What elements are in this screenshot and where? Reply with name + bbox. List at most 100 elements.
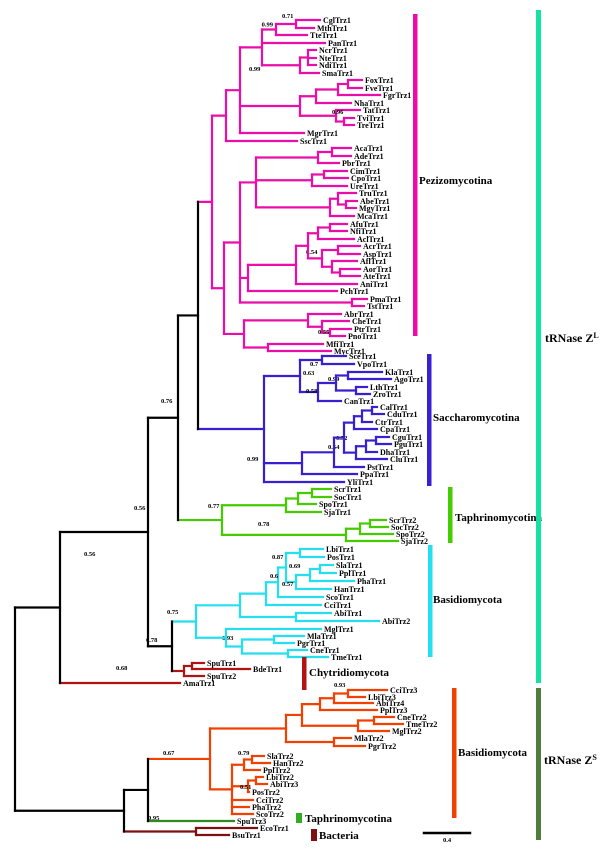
taxon-label: ZroTrz1 xyxy=(373,390,402,399)
support-value: 0.56 xyxy=(134,505,146,512)
taxon-label: NfiTrz1 xyxy=(350,227,377,236)
support-value: 0.93 xyxy=(334,682,346,689)
clade-label: Basidiomycota xyxy=(458,747,528,759)
taxon-label: CneTrz1 xyxy=(310,646,340,655)
support-value: 0.78 xyxy=(146,637,158,644)
taxon-label: AdeTrz1 xyxy=(354,152,384,161)
taxon-label: AcrTrz1 xyxy=(363,242,392,251)
support-value: 0.71 xyxy=(282,13,293,20)
taxon-label: SpuTrz2 xyxy=(207,672,236,681)
support-value: 0.7 xyxy=(310,361,319,368)
taxon-label: SscTrz1 xyxy=(300,137,327,146)
taxon-label: CneTrz2 xyxy=(397,713,427,722)
taxon-label: MthTrz1 xyxy=(317,24,348,33)
taxon-label: PstTrz1 xyxy=(367,463,394,472)
support-value: 0.87 xyxy=(272,554,284,561)
support-value: 0.79 xyxy=(238,750,250,757)
taxon-label: BdeTrz1 xyxy=(253,665,282,674)
taxon-label: SlaTrz1 xyxy=(336,561,363,570)
support-value: 0.55 xyxy=(318,329,330,336)
support-value: 0.63 xyxy=(303,370,315,377)
taxon-label: AbiTrz4 xyxy=(376,699,404,708)
taxon-label: UreTrz1 xyxy=(350,182,379,191)
taxon-label: HanTrz1 xyxy=(334,585,365,594)
taxon-label: MgyTrz1 xyxy=(359,204,390,213)
taxon-label: TstTrz1 xyxy=(367,302,393,311)
taxon-label: NcrTrz1 xyxy=(319,46,348,55)
taxon-label: PpaTrz1 xyxy=(360,470,389,479)
taxon-label: TreTrz1 xyxy=(357,121,385,130)
taxon-label: TviTrz1 xyxy=(357,114,384,123)
taxon-label: CciTrz1 xyxy=(324,601,351,610)
taxon-label: PmaTrz1 xyxy=(370,295,401,304)
support-value: 0.56 xyxy=(84,551,96,558)
support-value: 0.69 xyxy=(289,563,301,570)
support-value: 0.54 xyxy=(306,249,318,256)
taxon-label: FveTrz1 xyxy=(365,84,393,93)
taxon-label: SjaTrz2 xyxy=(401,537,428,546)
taxon-label: PosTrz1 xyxy=(327,553,355,562)
taxon-label: TatTrz1 xyxy=(363,106,390,115)
taxon-label: AclTrz1 xyxy=(357,235,384,244)
clade-bar xyxy=(413,14,418,336)
support-value: 0.68 xyxy=(116,665,128,672)
support-value: 0.99 xyxy=(328,376,340,383)
taxon-label: PplTrz1 xyxy=(339,569,366,578)
taxon-label: AteTrz1 xyxy=(363,272,391,281)
taxon-label: ScrTrz2 xyxy=(389,516,416,525)
taxon-label: TruTrz1 xyxy=(359,189,388,198)
support-value: 0.6 xyxy=(270,573,279,580)
taxon-label: CpaTrz1 xyxy=(380,425,410,434)
support-value: 0.76 xyxy=(161,398,173,405)
taxon-label: YliTrz1 xyxy=(347,478,373,487)
clade-label: Pezizomycotina xyxy=(419,175,493,187)
clade-bar xyxy=(427,354,432,486)
clade-label: Saccharomycotina xyxy=(433,412,520,424)
taxon-label: PbrTrz1 xyxy=(342,159,371,168)
support-value: 0.99 xyxy=(247,456,259,463)
taxon-label: MycTrz1 xyxy=(334,347,365,356)
taxon-label: CciTrz2 xyxy=(256,796,283,805)
support-value: 0.67 xyxy=(163,750,175,757)
taxon-label: PplTrz3 xyxy=(380,706,407,715)
taxon-label: PnoTrz1 xyxy=(348,332,377,341)
taxon-label: AmaTrz1 xyxy=(183,679,215,688)
support-value: 0.95 xyxy=(148,815,160,822)
clade-label: Taphrinomycotina xyxy=(455,512,543,524)
support-value: 0.77 xyxy=(208,503,220,510)
taxon-label: MlaTrz1 xyxy=(307,632,337,641)
taxon-label: CluTrz1 xyxy=(390,455,418,464)
support-value: 0.78 xyxy=(258,521,270,528)
form-bar xyxy=(536,10,541,683)
taxon-label: CanTrz1 xyxy=(344,397,374,406)
taxon-label: HanTrz2 xyxy=(273,759,304,768)
taxon-label: CguTrz1 xyxy=(392,433,422,442)
clade-bar xyxy=(448,487,453,543)
taxon-label: EcoTrz1 xyxy=(260,824,289,833)
clade-bar xyxy=(452,688,457,818)
taxon-label: AbiTrz3 xyxy=(270,780,298,789)
taxon-label: PtrTrz1 xyxy=(354,325,381,334)
taxon-label: CtrTrz1 xyxy=(375,418,403,427)
taxon-label: ScoTrz1 xyxy=(326,593,354,602)
clade-label: Basidiomycota xyxy=(433,594,503,606)
support-value: 0.96 xyxy=(332,109,344,116)
clade-bar xyxy=(428,545,433,657)
taxon-label: PhaTrz2 xyxy=(252,803,281,812)
taxon-label: CimTrz1 xyxy=(350,167,381,176)
form-label: tRNase ZS xyxy=(544,753,597,767)
taxon-label: SceTrz1 xyxy=(349,352,376,361)
taxon-label: CheTrz1 xyxy=(352,317,382,326)
taxon-label: PchTrz1 xyxy=(340,287,369,296)
taxon-label: PguTrz1 xyxy=(394,440,423,449)
taxon-label: SocTrz2 xyxy=(391,523,419,532)
taxon-label: PgrTrz2 xyxy=(368,742,396,751)
clade-bar xyxy=(302,657,307,690)
taxon-label: SlaTrz2 xyxy=(267,752,294,761)
taxon-label: SpoTrz1 xyxy=(319,500,348,509)
taxon-label: SmaTrz1 xyxy=(322,69,353,78)
taxon-label: AflTrz1 xyxy=(360,257,387,266)
clade-label: Taphrinomycotina xyxy=(305,813,393,825)
taxon-label: LbiTrz2 xyxy=(266,773,294,782)
clade-bar xyxy=(296,813,302,823)
